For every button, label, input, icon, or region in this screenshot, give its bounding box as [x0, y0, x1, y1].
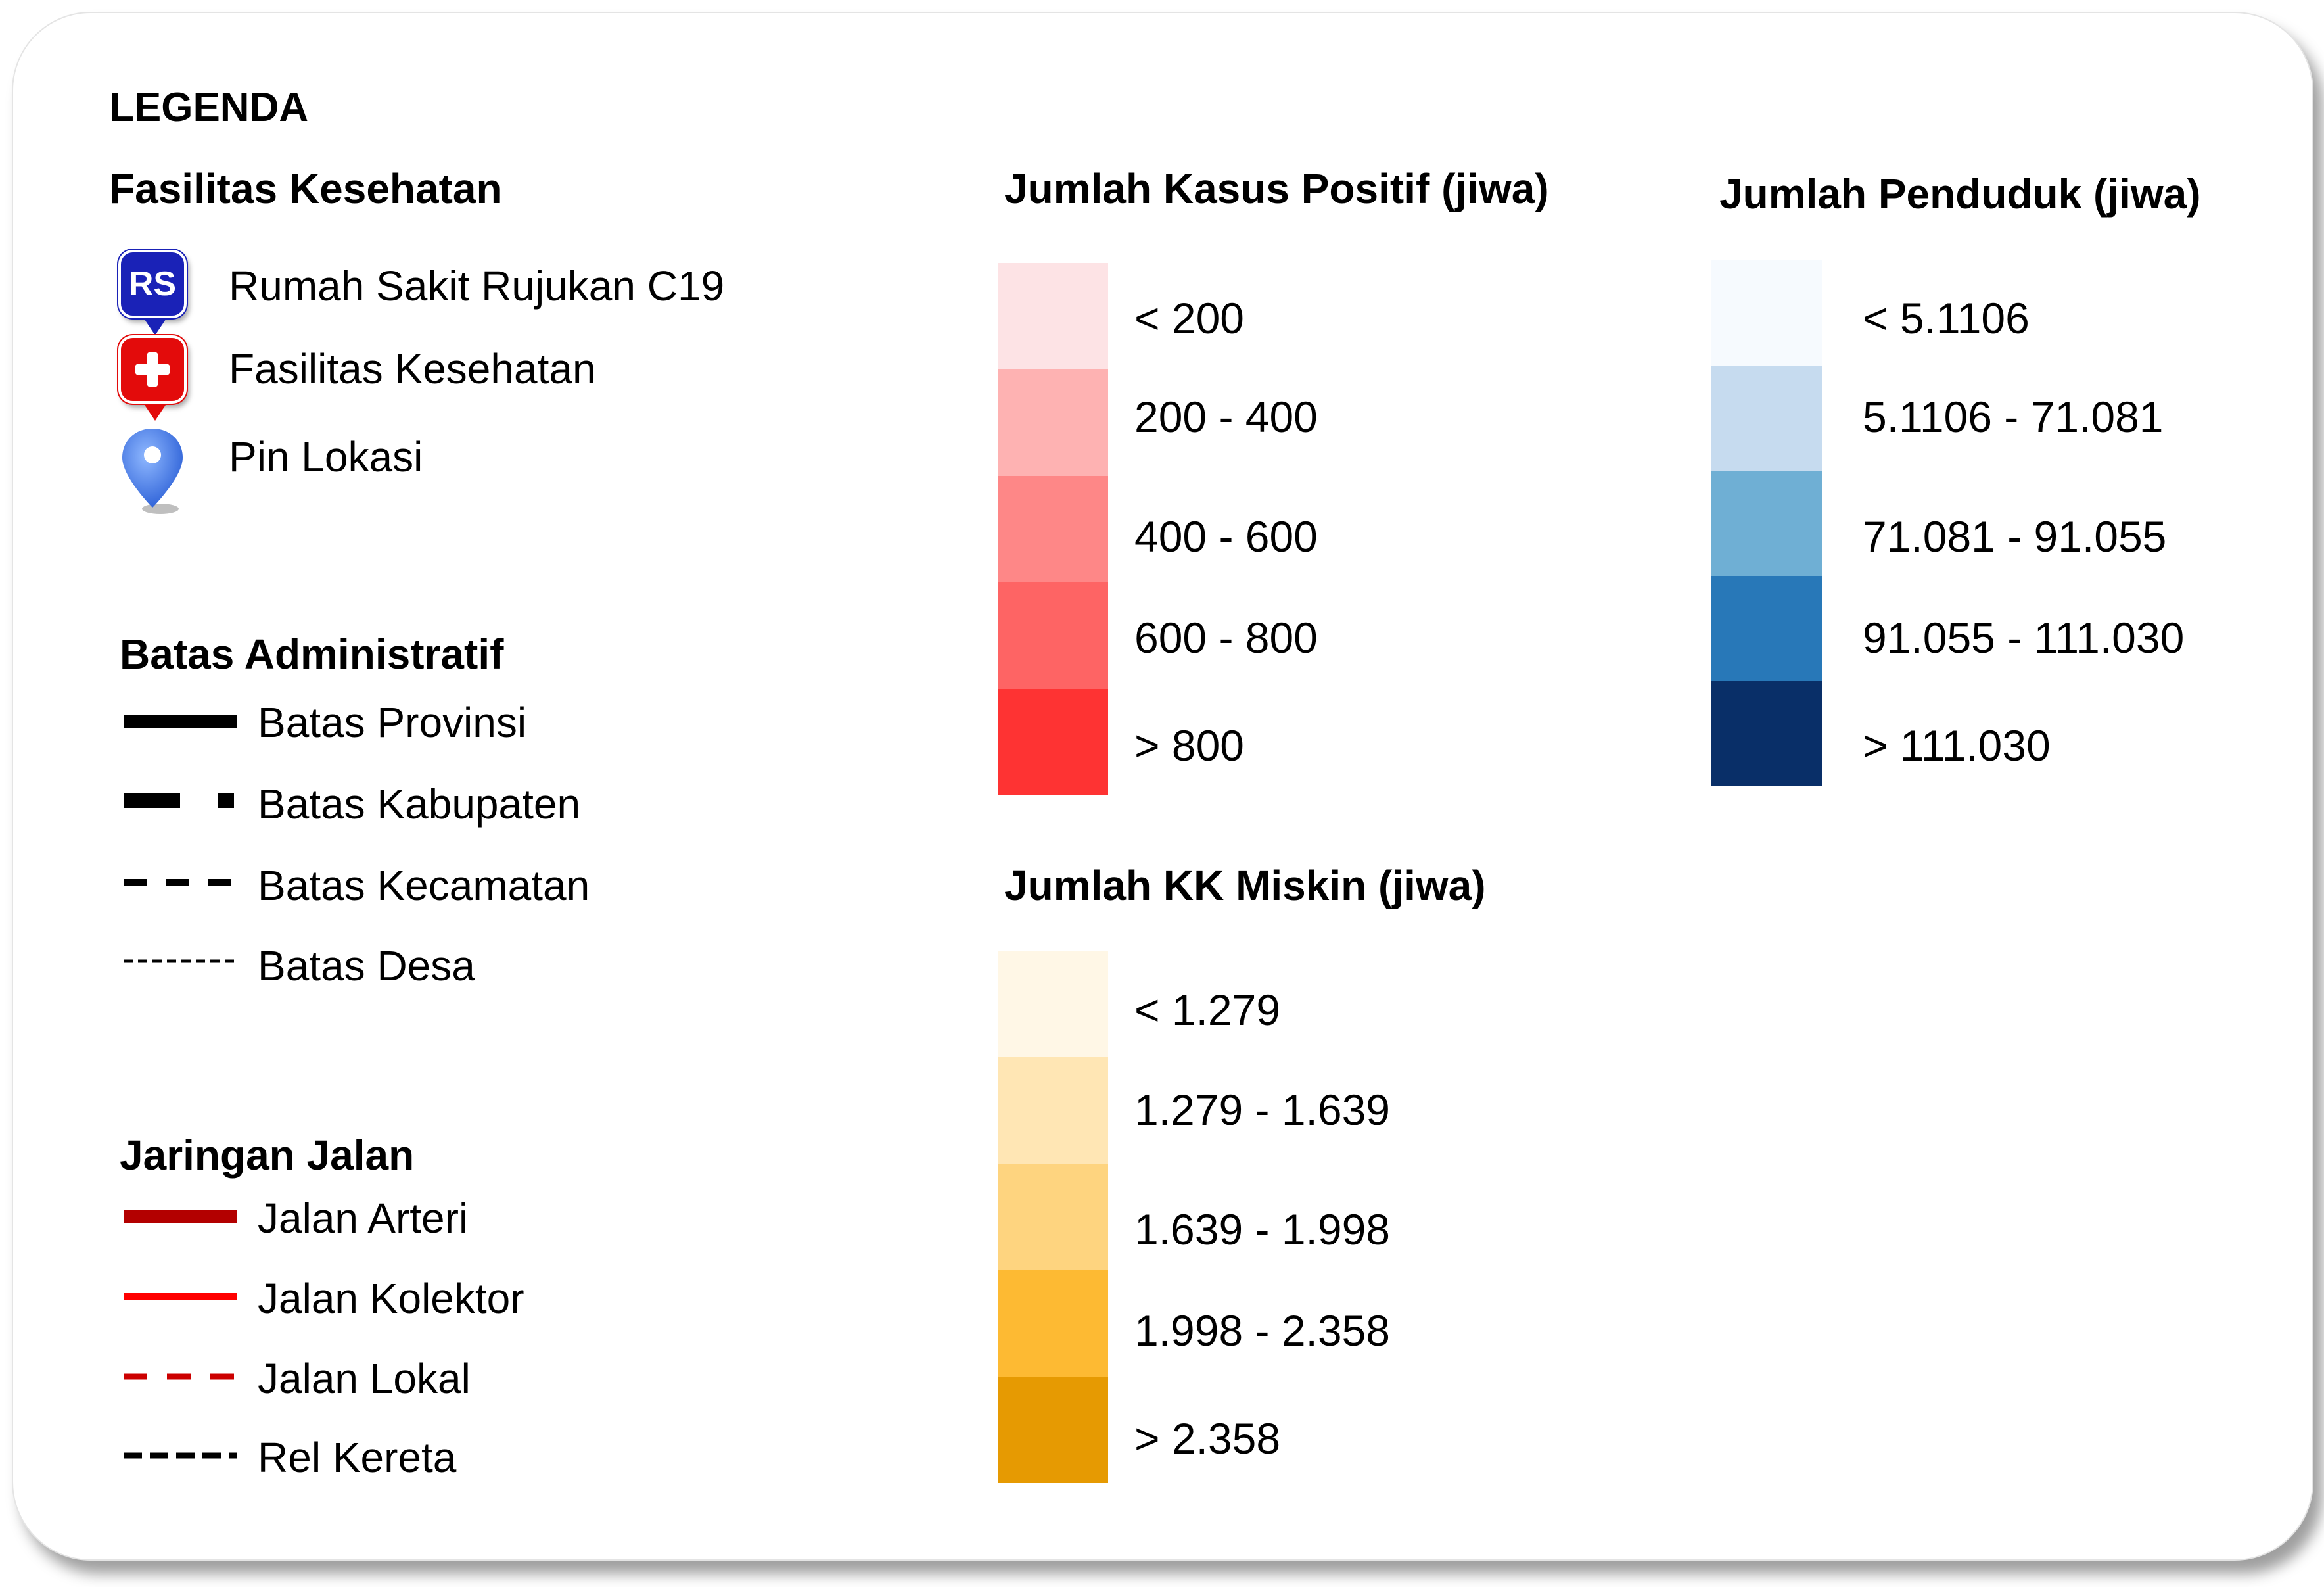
cases-class-label: 600 - 800: [1134, 613, 1318, 662]
facilities-title: Fasilitas Kesehatan: [109, 165, 502, 212]
poverty-class-label: 1.998 - 2.358: [1134, 1306, 1390, 1355]
poverty-swatch: [998, 1164, 1108, 1270]
population-swatch: [1711, 471, 1822, 576]
cases-swatch: [998, 369, 1108, 476]
admin-label-district: Batas Kecamatan: [258, 862, 590, 909]
facility-label-pin: Pin Lokasi: [229, 433, 423, 481]
admin-title: Batas Administratif: [120, 630, 504, 678]
poverty-title: Jumlah KK Miskin (jiwa): [1004, 862, 1486, 909]
cases-class-label: < 200: [1134, 294, 1244, 343]
poverty-swatch: [998, 1270, 1108, 1377]
admin-line-samples: [124, 715, 237, 963]
hospital-rs-icon: RS: [118, 250, 187, 335]
poverty-class-label: 1.639 - 1.998: [1134, 1205, 1390, 1254]
population-class-label: > 111.030: [1863, 721, 2051, 770]
road-label-local: Jalan Lokal: [258, 1355, 471, 1402]
population-class-label: < 5.1106: [1863, 294, 2030, 343]
cases-swatch: [998, 263, 1108, 369]
cases-swatch: [998, 689, 1108, 795]
poverty-swatch: [998, 1057, 1108, 1164]
cases-class-label: > 800: [1134, 721, 1244, 770]
population-swatch: [1711, 681, 1822, 786]
poverty-swatch: [998, 951, 1108, 1057]
population-class-label: 91.055 - 111.030: [1863, 613, 2185, 662]
admin-label-regency: Batas Kabupaten: [258, 780, 581, 828]
poverty-class-label: 1.279 - 1.639: [1134, 1085, 1390, 1134]
population-title: Jumlah Penduduk (jiwa): [1719, 170, 2201, 218]
admin-label-village: Batas Desa: [258, 942, 475, 989]
facility-label-hospital: Rumah Sakit Rujukan C19: [229, 262, 725, 310]
facility-label-health: Fasilitas Kesehatan: [229, 345, 596, 392]
roads-title: Jaringan Jalan: [120, 1131, 415, 1179]
population-class-label: 71.081 - 91.055: [1863, 512, 2167, 561]
cases-swatch: [998, 476, 1108, 582]
population-class-label: 5.1106 - 71.081: [1863, 392, 2164, 441]
location-pin-icon: [122, 429, 183, 514]
poverty-swatch: [998, 1377, 1108, 1483]
hospital-rs-icon-text: RS: [128, 265, 177, 303]
population-swatch: [1711, 260, 1822, 366]
health-cross-icon: [118, 335, 187, 421]
cases-title: Jumlah Kasus Positif (jiwa): [1004, 165, 1549, 212]
cases-swatch: [998, 582, 1108, 689]
road-label-arterial: Jalan Arteri: [258, 1195, 469, 1242]
road-line-samples: [124, 1210, 237, 1459]
admin-label-province: Batas Provinsi: [258, 699, 527, 746]
road-label-rail: Rel Kereta: [258, 1434, 457, 1481]
population-swatch: [1711, 576, 1822, 681]
road-label-collector: Jalan Kolektor: [258, 1275, 524, 1322]
legend-title: LEGENDA: [109, 85, 309, 130]
poverty-class-label: < 1.279: [1134, 985, 1281, 1034]
cases-class-label: 200 - 400: [1134, 392, 1318, 441]
population-swatch: [1711, 366, 1822, 471]
cases-class-label: 400 - 600: [1134, 512, 1318, 561]
poverty-class-label: > 2.358: [1134, 1414, 1281, 1463]
legend-panel: [12, 12, 2313, 1561]
cross-horizontal: [135, 364, 170, 375]
